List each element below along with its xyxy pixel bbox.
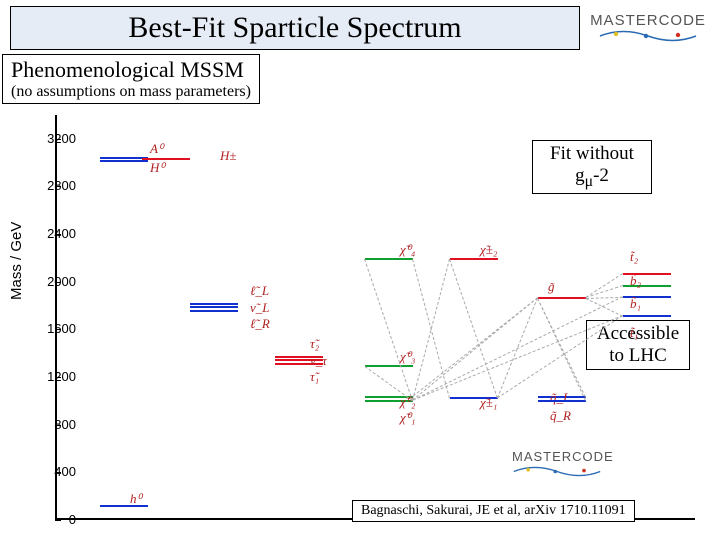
annot-lhc-line2: to LHC	[593, 345, 683, 367]
particle-label-H0: H⁰	[150, 160, 165, 176]
particle-label-snuL: ν̃_L	[250, 300, 270, 316]
annotation-fit-without-gmu2: Fit without gμ-2	[532, 140, 652, 194]
annot-fit-line2: gμ-2	[539, 165, 645, 191]
particle-label-chi2pm: χ̃±₂	[480, 242, 497, 258]
subtitle-line1: Phenomenological MSSM	[11, 57, 251, 83]
particle-slR	[190, 310, 238, 312]
particle-chi03	[365, 365, 413, 367]
subtitle-box: Phenomenological MSSM (no assumptions on…	[2, 54, 260, 104]
particle-label-snutau: ν̃_τ	[310, 353, 327, 369]
logo-swirl-icon	[512, 466, 602, 477]
y-tick-label: 2800	[40, 178, 76, 193]
y-tick-label: 3200	[40, 131, 76, 146]
particle-label-st2: t̃₂	[630, 249, 638, 265]
subtitle-line2: (no assumptions on mass parameters)	[11, 83, 251, 101]
mastercode-logo-top: MASTERCODE	[588, 8, 708, 46]
particle-snuL	[190, 306, 238, 308]
particle-label-chi04: χ̃⁰₄	[400, 242, 415, 258]
mastercode-logo-bottom: MASTERCODE	[512, 448, 614, 477]
y-tick-label: 800	[40, 417, 76, 432]
y-tick-label: 0	[40, 512, 76, 527]
citation-box: Bagnaschi, Sakurai, JE et al, arXiv 1710…	[352, 500, 635, 522]
particle-label-chi01: χ̃⁰₁	[400, 410, 415, 426]
y-tick-label: 2400	[40, 226, 76, 241]
particle-label-sb1: b̃₁	[630, 296, 641, 312]
logo-swirl-icon	[598, 30, 698, 42]
particle-label-slR: ℓ̃_R	[250, 316, 270, 332]
particle-gluino	[538, 297, 586, 299]
y-tick-label: 2000	[40, 274, 76, 289]
particle-label-slL: ℓ̃_L	[250, 283, 269, 299]
particle-sqR	[538, 400, 586, 402]
logo-text: MASTERCODE	[590, 12, 706, 30]
particle-Hpm	[142, 158, 190, 160]
y-tick-label: 400	[40, 464, 76, 479]
particle-H0	[100, 160, 148, 162]
particle-label-st1: t̃₁	[630, 325, 638, 341]
particle-label-stau2: τ̃₂	[310, 336, 319, 352]
particle-label-sqL: q̃_L	[550, 390, 570, 406]
particle-chi04	[365, 258, 413, 260]
y-axis-label: Mass / GeV	[8, 222, 25, 300]
slide-title-text: Best-Fit Sparticle Spectrum	[128, 11, 461, 45]
citation-text: Bagnaschi, Sakurai, JE et al, arXiv 1710…	[361, 503, 626, 518]
particle-label-stau1: τ̃₁	[310, 369, 319, 385]
particle-label-A0: A⁰	[150, 141, 163, 157]
y-tick-label: 1600	[40, 321, 76, 336]
particle-st1	[623, 315, 671, 317]
particle-chi2pm	[450, 258, 498, 260]
particle-label-chi1pm: χ̃±₁	[480, 395, 497, 411]
particle-label-sb2: b̃₂	[630, 273, 641, 289]
particle-label-h0: h⁰	[130, 491, 142, 507]
particle-label-Hpm: H±	[220, 148, 237, 164]
particle-label-chi03: χ̃⁰₃	[400, 349, 415, 365]
particle-A0	[100, 157, 148, 159]
particle-st2	[623, 273, 671, 275]
annot-fit-line1: Fit without	[539, 143, 645, 165]
slide-title: Best-Fit Sparticle Spectrum	[10, 6, 580, 50]
particle-label-gluino: g̃	[548, 279, 555, 295]
y-tick-label: 1200	[40, 369, 76, 384]
particle-label-sqR: q̃_R	[550, 408, 571, 424]
